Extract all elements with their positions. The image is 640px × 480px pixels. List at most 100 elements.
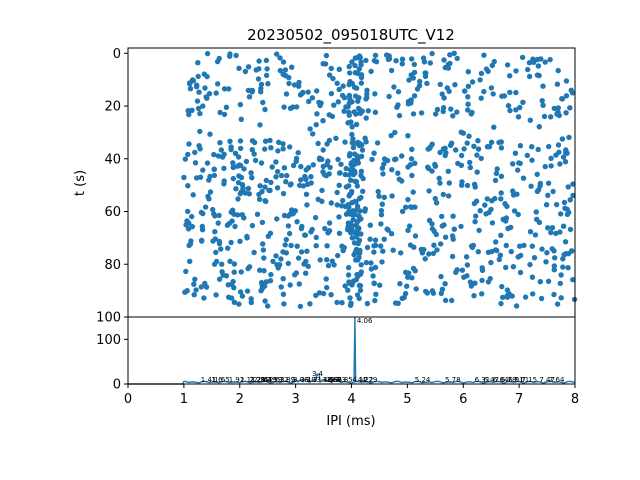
scatter-point bbox=[244, 288, 251, 294]
scatter-point bbox=[358, 168, 365, 174]
scatter-point bbox=[442, 297, 449, 304]
ipi-peak-label: 2.41 bbox=[257, 376, 273, 384]
scatter-point bbox=[186, 141, 192, 147]
scatter-point bbox=[280, 190, 287, 197]
scatter-point bbox=[369, 156, 375, 163]
scatter-point bbox=[278, 284, 284, 290]
scatter-point bbox=[339, 300, 345, 306]
scatter-point bbox=[465, 107, 471, 113]
scatter-point bbox=[558, 211, 564, 217]
scatter-point bbox=[193, 175, 200, 181]
scatter-point bbox=[451, 50, 457, 56]
scatter-point bbox=[312, 214, 319, 221]
scatter-point bbox=[203, 284, 210, 290]
scatter-point bbox=[356, 282, 363, 289]
scatter-point bbox=[570, 181, 576, 187]
scatter-point bbox=[410, 111, 417, 117]
scatter-point bbox=[336, 66, 342, 73]
scatter-point bbox=[294, 104, 300, 110]
scatter-point bbox=[530, 57, 537, 63]
scatter-point bbox=[448, 140, 455, 146]
scatter-point bbox=[245, 64, 252, 70]
scatter-point bbox=[468, 111, 474, 117]
scatter-point bbox=[498, 173, 505, 179]
scatter-point bbox=[513, 68, 519, 74]
scatter-point bbox=[221, 86, 228, 92]
scatter-point bbox=[520, 99, 526, 106]
scatter-point bbox=[551, 267, 557, 273]
scatter-point bbox=[256, 58, 262, 64]
ipi-peak-label: 2.11 bbox=[240, 376, 256, 384]
scatter-point bbox=[356, 237, 363, 243]
scatter-point bbox=[493, 239, 499, 245]
scatter-point bbox=[280, 291, 287, 297]
scatter-point bbox=[405, 196, 411, 203]
scatter-point bbox=[362, 206, 368, 212]
scatter-point bbox=[226, 86, 232, 92]
scatter-point bbox=[238, 174, 245, 181]
scatter-point bbox=[426, 217, 433, 224]
scatter-point bbox=[345, 272, 352, 278]
scatter-points bbox=[181, 50, 578, 310]
scatter-point bbox=[264, 66, 270, 72]
scatter-point bbox=[488, 139, 495, 145]
scatter-point bbox=[320, 169, 326, 175]
scatter-point bbox=[305, 263, 311, 269]
scatter-point bbox=[551, 248, 557, 254]
scatter-point bbox=[488, 259, 494, 266]
scatter-point bbox=[310, 131, 316, 137]
scatter-point bbox=[219, 269, 225, 275]
scatter-point bbox=[479, 277, 485, 284]
scatter-point bbox=[512, 150, 519, 156]
scatter-point bbox=[295, 150, 301, 156]
scatter-point bbox=[333, 135, 339, 141]
scatter-point bbox=[506, 291, 512, 297]
scatter-point bbox=[391, 156, 398, 163]
scatter-point bbox=[349, 227, 355, 233]
scatter-point bbox=[461, 146, 467, 152]
scatter-point bbox=[334, 202, 340, 208]
ipi-peak-label: 3.66 bbox=[327, 376, 343, 384]
scatter-point bbox=[353, 249, 359, 256]
scatter-point bbox=[336, 86, 342, 93]
scatter-point bbox=[237, 145, 244, 152]
scatter-point bbox=[336, 230, 343, 236]
scatter-point bbox=[193, 84, 200, 90]
scatter-point bbox=[342, 283, 348, 289]
scatter-point bbox=[543, 202, 550, 208]
scatter-point bbox=[197, 110, 203, 117]
scatter-point bbox=[286, 74, 292, 81]
ipi-peak-label: 6.47 bbox=[484, 376, 500, 384]
scatter-point bbox=[249, 138, 256, 144]
scatter-point bbox=[351, 109, 357, 115]
scatter-point bbox=[363, 57, 369, 64]
ipi-y-axis: 0 100 bbox=[96, 333, 128, 393]
scatter-point bbox=[422, 73, 429, 80]
scatter-point bbox=[403, 204, 409, 210]
scatter-point bbox=[320, 163, 326, 170]
scatter-point bbox=[530, 291, 536, 297]
scatter-point bbox=[257, 122, 263, 128]
scatter-point bbox=[478, 155, 484, 162]
scatter-point bbox=[198, 284, 204, 290]
scatter-point bbox=[206, 91, 213, 97]
scatter-point bbox=[458, 129, 464, 135]
scatter-point bbox=[570, 192, 576, 199]
scatter-point bbox=[221, 165, 227, 171]
scatter-point bbox=[529, 144, 535, 150]
scatter-point bbox=[536, 219, 543, 226]
scatter-point bbox=[278, 172, 285, 179]
scatter-point bbox=[527, 229, 534, 235]
scatter-point bbox=[405, 164, 411, 170]
scatter-point bbox=[187, 258, 193, 264]
scatter-point bbox=[183, 268, 189, 275]
ipi-x-tick-label: 4 bbox=[347, 392, 355, 407]
scatter-point bbox=[539, 246, 545, 252]
scatter-point bbox=[190, 192, 196, 198]
ipi-peak-label: 7.15 bbox=[522, 376, 538, 384]
scatter-point bbox=[324, 243, 330, 249]
scatter-point bbox=[282, 242, 288, 248]
scatter-point bbox=[363, 259, 369, 266]
scatter-point bbox=[357, 247, 363, 254]
scatter-point bbox=[215, 220, 221, 226]
